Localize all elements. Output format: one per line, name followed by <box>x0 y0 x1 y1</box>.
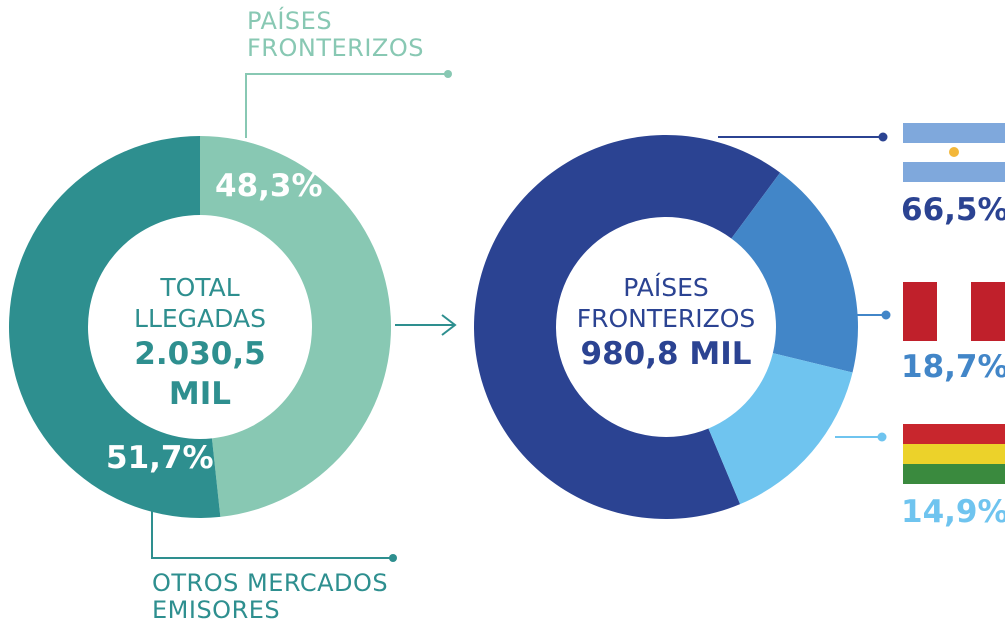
center-label: TOTAL LLEGADAS 2.030,5 MIL <box>100 272 300 414</box>
category-label: OTROS MERCADOS EMISORES <box>152 569 389 624</box>
value-label: 51,7% <box>106 440 214 476</box>
center-title: PAÍSES FRONTERIZOS <box>576 273 756 333</box>
value-label: 66,5% <box>901 192 1005 228</box>
value-label: 14,9% <box>901 494 1005 530</box>
donut-segment <box>708 353 853 505</box>
center-title: TOTAL LLEGADAS <box>134 273 266 333</box>
center-label: PAÍSES FRONTERIZOS 980,8 MIL <box>566 272 766 374</box>
flags <box>903 123 1005 484</box>
donut-segment <box>731 172 859 373</box>
category-label: PAÍSES FRONTERIZOS <box>247 7 424 62</box>
center-value: 2.030,5 MIL <box>134 336 266 412</box>
value-label: 48,3% <box>215 168 323 204</box>
center-value: 980,8 MIL <box>580 336 752 372</box>
donut-segment <box>9 136 221 518</box>
leaders <box>151 70 891 562</box>
donut-segment <box>474 135 781 519</box>
donut-segment <box>200 136 392 517</box>
value-label: 18,7% <box>901 349 1005 385</box>
